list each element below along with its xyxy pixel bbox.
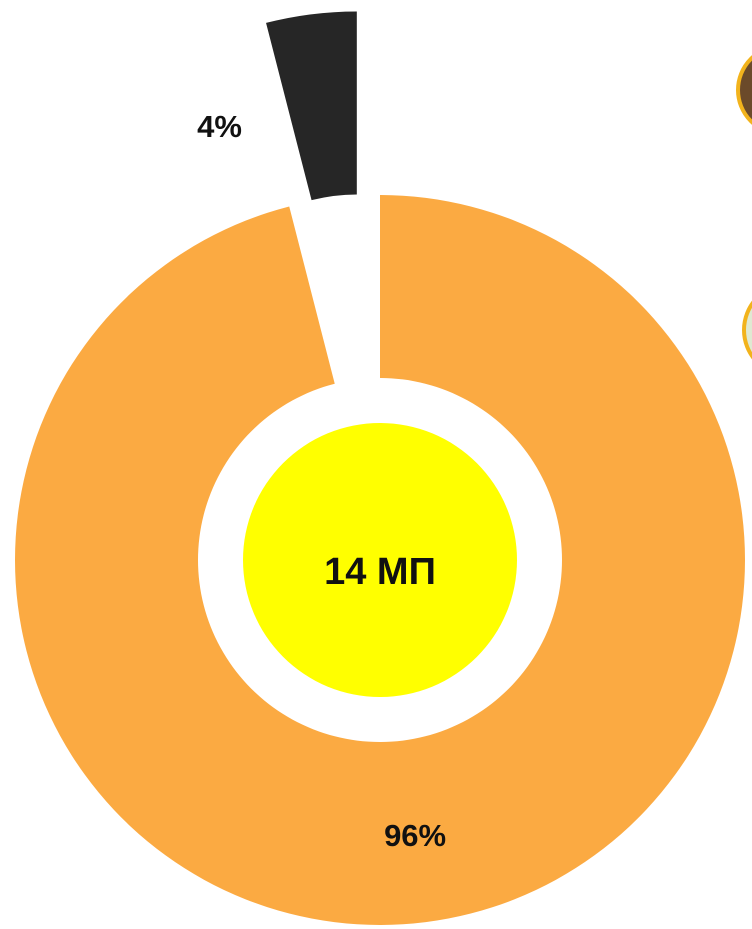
center-label: 14 МП xyxy=(324,551,436,593)
center-circle xyxy=(243,423,517,697)
wedge xyxy=(266,11,357,201)
wedges xyxy=(15,11,746,925)
value-label: 96% xyxy=(384,818,446,853)
icon xyxy=(736,55,752,125)
icon xyxy=(742,300,752,360)
value-label: 4% xyxy=(197,109,242,144)
wedge xyxy=(15,195,746,925)
decorative-icons xyxy=(736,55,752,360)
